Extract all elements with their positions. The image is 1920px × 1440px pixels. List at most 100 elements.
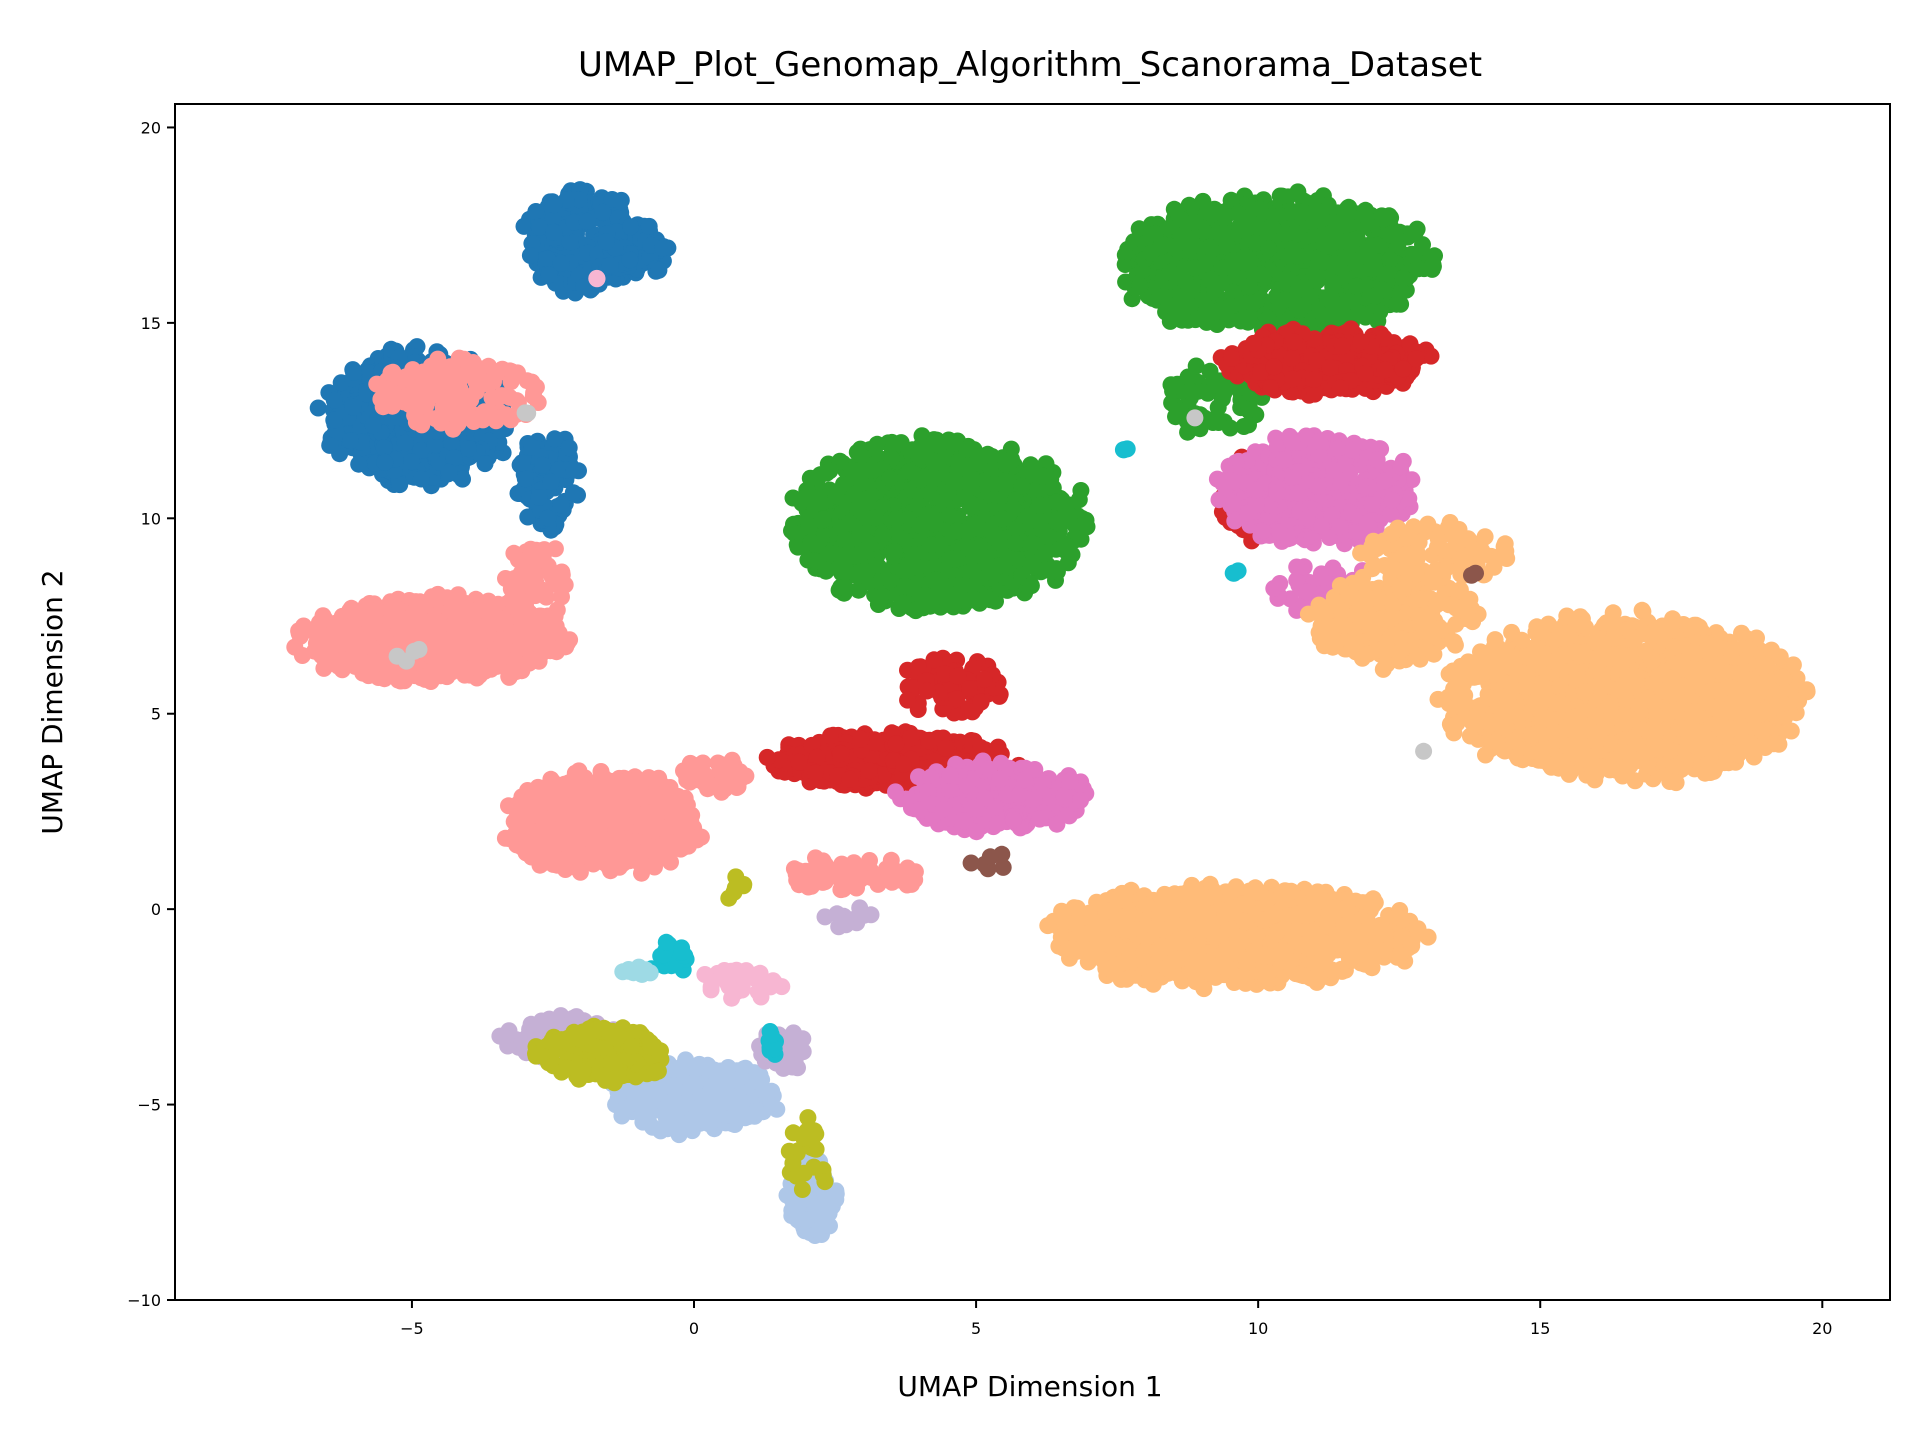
data-point: [472, 645, 489, 663]
data-point: [640, 769, 658, 787]
data-point: [1173, 291, 1190, 309]
data-point: [1155, 288, 1173, 305]
data-point: [1201, 238, 1219, 256]
data-point: [565, 461, 583, 479]
data-point: [597, 233, 615, 251]
data-point: [497, 612, 515, 630]
data-point: [385, 388, 403, 406]
data-point: [858, 563, 876, 580]
data-point: [527, 203, 545, 220]
data-point: [1198, 203, 1216, 221]
data-point: [530, 612, 548, 630]
data-point: [861, 852, 878, 869]
data-point: [403, 453, 421, 471]
data-point: [585, 816, 603, 834]
data-point: [565, 213, 583, 231]
data-point: [548, 856, 566, 874]
data-point: [999, 549, 1017, 567]
data-point: [1196, 311, 1214, 329]
data-point: [949, 522, 967, 540]
data-point: [350, 455, 368, 473]
data-point: [534, 456, 552, 474]
data-point: [541, 564, 559, 582]
data-point: [552, 496, 570, 514]
data-point: [1161, 263, 1179, 281]
data-point: [325, 391, 343, 409]
data-point: [464, 631, 482, 649]
data-point: [509, 551, 527, 569]
data-point: [445, 449, 463, 467]
data-point: [513, 454, 531, 472]
data-point: [546, 430, 564, 448]
data-point: [885, 543, 903, 560]
data-point: [799, 551, 817, 569]
data-point: [544, 781, 562, 799]
data-point: [523, 438, 541, 456]
data-point: [1280, 247, 1298, 265]
data-point: [678, 827, 696, 845]
data-point: [462, 391, 480, 409]
data-point: [1251, 200, 1269, 218]
data-point: [833, 855, 851, 873]
data-point: [650, 261, 668, 279]
data-point: [923, 536, 941, 554]
data-point: [569, 772, 587, 790]
data-point: [1070, 491, 1088, 509]
data-point: [575, 278, 593, 296]
data-point: [1276, 291, 1294, 309]
data-point: [440, 388, 458, 406]
data-point: [502, 373, 520, 391]
data-point: [455, 606, 473, 624]
data-point: [538, 250, 556, 268]
data-point: [545, 196, 563, 214]
data-point: [417, 397, 435, 415]
data-point: [651, 838, 668, 856]
data-point: [941, 506, 959, 524]
data-point: [519, 508, 537, 526]
data-point: [950, 460, 968, 478]
data-point: [983, 564, 1001, 582]
data-point: [594, 203, 612, 221]
data-point: [345, 363, 362, 381]
data-point: [550, 461, 568, 478]
data-point: [841, 877, 859, 894]
data-point: [412, 470, 430, 488]
data-point: [531, 634, 549, 652]
data-point: [1215, 224, 1232, 242]
data-point: [342, 432, 359, 450]
data-point: [462, 409, 480, 426]
data-point: [1170, 405, 1188, 423]
data-point: [544, 209, 562, 227]
data-point: [1322, 286, 1339, 304]
data-point: [652, 819, 670, 837]
data-point: [1006, 534, 1024, 552]
data-point: [456, 366, 474, 384]
data-point: [1183, 383, 1201, 401]
data-point: [692, 828, 710, 846]
data-point: [422, 612, 440, 630]
data-point: [539, 509, 557, 527]
data-point: [874, 527, 892, 544]
data-point: [321, 626, 338, 644]
data-point: [495, 638, 512, 656]
data-point: [454, 470, 471, 488]
data-point: [1357, 201, 1374, 219]
data-point: [964, 562, 982, 580]
data-point: [412, 627, 430, 645]
data-point: [550, 624, 568, 642]
data-point: [432, 414, 450, 432]
data-point: [426, 436, 444, 454]
data-point: [722, 758, 740, 776]
data-point: [1058, 537, 1076, 555]
data-point: [1288, 225, 1306, 242]
data-point: [382, 661, 400, 679]
data-point: [1342, 236, 1360, 254]
data-point: [891, 870, 909, 888]
data-point: [533, 581, 551, 599]
data-point: [900, 462, 918, 480]
data-point: [1031, 496, 1049, 514]
data-point: [601, 257, 619, 274]
data-point: [1057, 502, 1075, 520]
data-point: [1424, 256, 1442, 273]
